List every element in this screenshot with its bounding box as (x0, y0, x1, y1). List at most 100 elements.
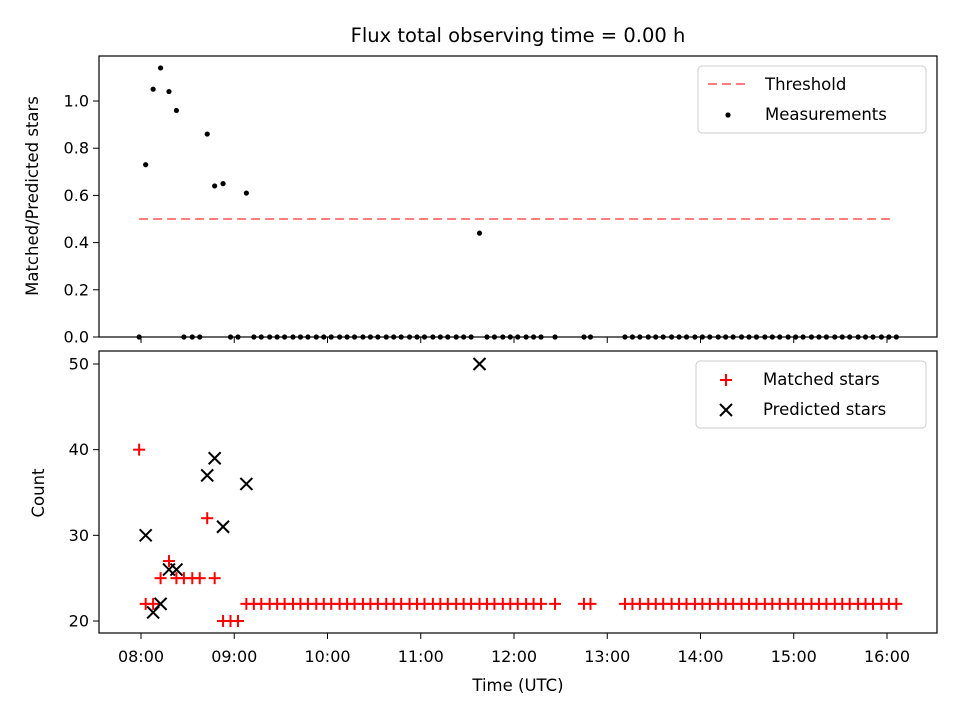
measurement-point (738, 334, 745, 340)
matched-star-point (147, 597, 160, 610)
top-y-tick-label: 0.4 (64, 233, 89, 252)
measurement-point (723, 334, 729, 340)
measurement-point (777, 334, 783, 340)
predicted-star-b (138, 528, 153, 543)
measurement-point (629, 334, 636, 340)
measurement-point (360, 334, 366, 340)
matched-star-point (162, 555, 175, 568)
matched-star-point (584, 597, 597, 610)
measurement-point (150, 86, 156, 92)
predicted-star-point (153, 597, 168, 611)
predicted-star-b (169, 562, 184, 577)
matched-star-point (193, 572, 206, 585)
measurement-point (243, 190, 249, 196)
measurement-point (692, 334, 698, 340)
measurement-point (258, 334, 264, 340)
measurement-point (886, 334, 892, 340)
measurement-point (793, 334, 799, 340)
measurement-point (197, 334, 203, 340)
measurement-point (832, 334, 838, 340)
legend-measurements-swatch (725, 112, 731, 118)
top-y-tick-label: 0.6 (64, 186, 89, 205)
predicted-star-b (472, 357, 487, 371)
legend-matched-swatch (720, 374, 732, 386)
x-tick-label: 12:00 (491, 647, 537, 666)
bottom-panel: 20 30 40 50 08:00 09:00 10:00 11:00 12:00 13:00 1… (29, 350, 938, 695)
top-y-tick-label: 1.0 (64, 92, 89, 111)
predicted-star-b (200, 468, 214, 483)
measurement-point (823, 334, 829, 340)
measurement-point (668, 334, 675, 340)
measurement-point (862, 334, 869, 340)
measurement-point (878, 334, 885, 340)
measurement-point (414, 334, 420, 340)
top-y-axis-label: Matched/Predicted stars (23, 96, 42, 296)
bottom-legend-box (695, 360, 927, 429)
predicted-star-point (200, 468, 214, 483)
measurement-point (491, 334, 498, 340)
matched-star-point (154, 572, 167, 585)
measurement-point (707, 334, 713, 340)
measurement-point (461, 334, 467, 340)
measurement-point (305, 334, 311, 340)
top-legend: Threshold Measurements (697, 65, 927, 134)
legend-predicted-swatch (719, 403, 733, 417)
matched-star-point (890, 597, 903, 610)
measurement-point (476, 230, 483, 236)
measurement-point (157, 65, 164, 71)
measurement-point (136, 334, 142, 340)
measurement-point (453, 334, 459, 340)
predicted-star-b (153, 597, 168, 611)
measurement-point (660, 334, 666, 340)
measurement-point (746, 334, 752, 340)
measurement-point (753, 334, 760, 340)
measurement-point (468, 334, 474, 340)
top-y-axis: 0.0 0.2 0.4 0.6 0.8 1.0 (64, 92, 99, 347)
measurement-point (337, 334, 343, 340)
measurement-point (204, 131, 210, 137)
measurement-point (715, 334, 721, 340)
predicted-star-b (239, 477, 254, 491)
measurement-point (645, 334, 651, 340)
matched-star-point (208, 572, 221, 585)
measurement-point (173, 107, 180, 114)
matched-star-point (535, 597, 548, 610)
x-tick-label: 14:00 (677, 647, 723, 666)
x-tick-label: 16:00 (864, 647, 910, 666)
measurement-point (769, 334, 775, 340)
bottom-y-tick-label: 20 (69, 612, 89, 631)
legend-threshold-label: Threshold (764, 75, 846, 94)
x-tick-label: 13:00 (584, 647, 630, 666)
measurement-point (762, 334, 768, 340)
predicted-star-point (138, 528, 153, 543)
measurement-point (437, 334, 443, 340)
top-y-tick-label: 0.2 (64, 280, 89, 299)
bottom-y-axis: 20 30 40 50 (69, 355, 99, 631)
bottom-panel-frame (98, 350, 938, 634)
x-axis: 08:00 09:00 10:00 11:00 12:00 13:00 14:00 15:00… (118, 633, 910, 666)
measurement-point (251, 334, 257, 340)
top-panel: 0.0 0.2 0.4 0.6 0.8 1.0 Matched/Predicted sta… (23, 55, 938, 347)
measurement-point (730, 334, 736, 340)
measurement-point (676, 334, 682, 340)
x-tick-label: 08:00 (118, 647, 164, 666)
matched-star-point (133, 443, 146, 456)
measurement-point (530, 334, 537, 340)
measurement-point (507, 334, 513, 340)
measurement-point (653, 334, 659, 340)
measurement-point (683, 334, 690, 340)
measurement-point (297, 334, 304, 340)
measurement-point (800, 334, 806, 340)
measurement-point (622, 334, 628, 340)
x-tick-label: 10:00 (304, 647, 350, 666)
predicted-stars-series (138, 357, 487, 620)
measurement-point (383, 334, 389, 340)
measurement-point (235, 334, 241, 340)
measurement-point (552, 334, 558, 340)
matched-stars-series (133, 443, 903, 627)
legend-predicted-label: Predicted stars (763, 400, 886, 419)
measurement-point (391, 334, 397, 340)
bottom-y-tick-label: 30 (69, 526, 89, 545)
measurement-point (421, 334, 428, 340)
